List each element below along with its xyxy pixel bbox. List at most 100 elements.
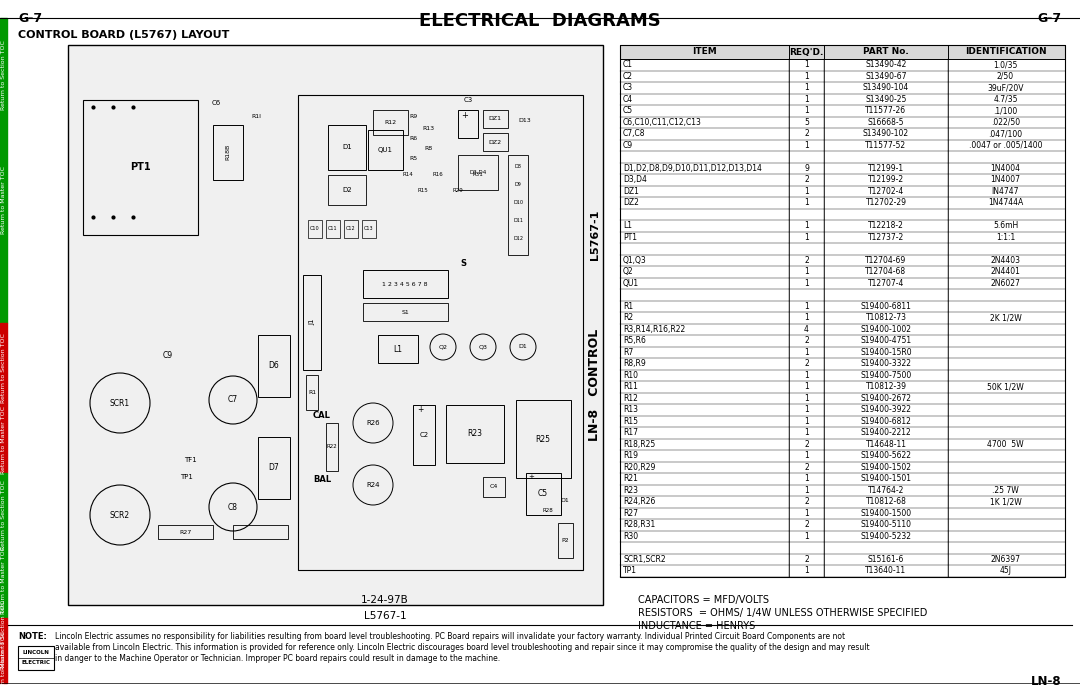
Text: TP1: TP1 (623, 566, 637, 575)
Text: 2: 2 (805, 175, 809, 184)
Text: Return to Master TOC: Return to Master TOC (1, 631, 6, 698)
Text: 1: 1 (805, 417, 809, 426)
Text: +: + (461, 110, 468, 119)
Text: D9: D9 (515, 182, 522, 188)
Text: 2: 2 (805, 336, 809, 346)
Text: 2N6397: 2N6397 (990, 555, 1021, 564)
Text: R6: R6 (409, 135, 417, 140)
Text: Return to Section TOC: Return to Section TOC (1, 333, 6, 403)
Text: R30: R30 (623, 532, 638, 541)
Text: 1.0/35: 1.0/35 (994, 60, 1017, 69)
Text: 1 2 3 4 5 6 7 8: 1 2 3 4 5 6 7 8 (382, 281, 428, 286)
Text: 1: 1 (805, 141, 809, 150)
Text: S19400-1502: S19400-1502 (861, 463, 912, 472)
Text: INDUCTANCE = HENRYS: INDUCTANCE = HENRYS (638, 621, 755, 631)
Text: R22: R22 (326, 445, 337, 450)
Text: S19400-5622: S19400-5622 (861, 451, 912, 460)
Text: R29: R29 (453, 188, 463, 193)
Text: S19400-6811: S19400-6811 (861, 302, 912, 311)
Text: R7: R7 (623, 348, 633, 357)
Text: T11577-26: T11577-26 (865, 106, 906, 115)
Text: 1: 1 (805, 486, 809, 495)
Bar (83, 100, 198, 235)
Bar (483, 133, 508, 151)
Text: D1,D2,D8,D9,D10,D11,D12,D13,D14: D1,D2,D8,D9,D10,D11,D12,D13,D14 (623, 164, 761, 172)
Text: 1: 1 (805, 267, 809, 276)
Text: 1: 1 (805, 566, 809, 575)
Text: RESISTORS  = OHMS/ 1/4W UNLESS OTHERWISE SPECIFIED: RESISTORS = OHMS/ 1/4W UNLESS OTHERWISE … (638, 608, 928, 618)
Text: R13: R13 (422, 126, 434, 131)
Bar (298, 95, 583, 570)
Text: R28,R31: R28,R31 (623, 520, 656, 529)
Text: S13490-102: S13490-102 (863, 129, 909, 138)
Text: D2: D2 (342, 187, 352, 193)
Text: R28: R28 (542, 507, 553, 512)
Text: DZ1: DZ1 (488, 117, 501, 121)
Text: T13640-11: T13640-11 (865, 566, 906, 575)
Text: +: + (417, 406, 423, 415)
Text: J1: J1 (309, 319, 315, 325)
Text: R5,R6: R5,R6 (623, 336, 646, 346)
Bar (0, 18, 6, 323)
Text: SCR2: SCR2 (110, 510, 130, 519)
Text: C8: C8 (228, 503, 238, 512)
Text: C6: C6 (212, 100, 220, 106)
Text: 1: 1 (805, 451, 809, 460)
Text: S19400-3922: S19400-3922 (861, 406, 912, 414)
Text: available from Lincoln Electric. This information is provided for reference only: available from Lincoln Electric. This in… (55, 643, 869, 652)
Bar (483, 477, 505, 497)
Text: R23: R23 (623, 486, 638, 495)
Text: R24: R24 (366, 482, 380, 488)
Text: 2/50: 2/50 (997, 72, 1014, 81)
Text: C1: C1 (623, 60, 633, 69)
Bar (378, 335, 418, 363)
Bar (328, 125, 366, 170)
Text: REQ'D.: REQ'D. (789, 47, 824, 57)
Text: 1N4007: 1N4007 (990, 175, 1021, 184)
Text: R31: R31 (473, 172, 484, 177)
Text: R12: R12 (623, 394, 638, 403)
Text: 39uF/20V: 39uF/20V (987, 83, 1024, 92)
Text: R8,R9: R8,R9 (623, 359, 646, 369)
Text: C7: C7 (228, 396, 238, 405)
Bar (303, 275, 321, 370)
Text: C4: C4 (623, 95, 633, 104)
Text: LN-8   CONTROL: LN-8 CONTROL (589, 329, 602, 441)
Text: R27: R27 (179, 530, 191, 535)
Text: S19400-1500: S19400-1500 (861, 509, 912, 518)
Text: 1: 1 (805, 371, 809, 380)
Text: S19400-3322: S19400-3322 (861, 359, 912, 369)
Text: C7,C8: C7,C8 (623, 129, 646, 138)
Text: T10812-39: T10812-39 (865, 383, 906, 392)
Text: Return to Master TOC: Return to Master TOC (1, 166, 6, 234)
Text: T12704-68: T12704-68 (865, 267, 906, 276)
Text: 1: 1 (805, 198, 809, 207)
Text: .022/50: .022/50 (991, 118, 1021, 127)
Text: S19400-1501: S19400-1501 (861, 474, 912, 483)
Text: T11577-52: T11577-52 (865, 141, 906, 150)
Text: PT1: PT1 (130, 162, 150, 172)
Text: R15: R15 (623, 417, 638, 426)
Text: R18,R25: R18,R25 (623, 440, 656, 449)
Bar (368, 130, 403, 170)
Text: 1: 1 (805, 187, 809, 195)
Text: 2: 2 (805, 129, 809, 138)
Text: S13490-25: S13490-25 (865, 95, 907, 104)
Text: S19400-1002: S19400-1002 (861, 325, 912, 334)
Text: T12218-2: T12218-2 (868, 221, 904, 230)
Text: 1: 1 (805, 279, 809, 288)
Bar (258, 437, 291, 499)
Text: PT1: PT1 (623, 232, 637, 242)
Text: 1: 1 (805, 394, 809, 403)
Text: L1: L1 (623, 221, 632, 230)
Text: 2K 1/2W: 2K 1/2W (989, 313, 1022, 322)
Text: S19400-4751: S19400-4751 (861, 336, 912, 346)
Text: +: + (528, 474, 534, 480)
Text: R8: R8 (424, 145, 432, 151)
Text: S: S (460, 258, 465, 267)
Bar (516, 400, 571, 478)
Text: 4.7/35: 4.7/35 (994, 95, 1017, 104)
Text: SCR1,SCR2: SCR1,SCR2 (623, 555, 665, 564)
Text: NOTE:: NOTE: (18, 632, 46, 641)
Text: R17: R17 (623, 429, 638, 437)
